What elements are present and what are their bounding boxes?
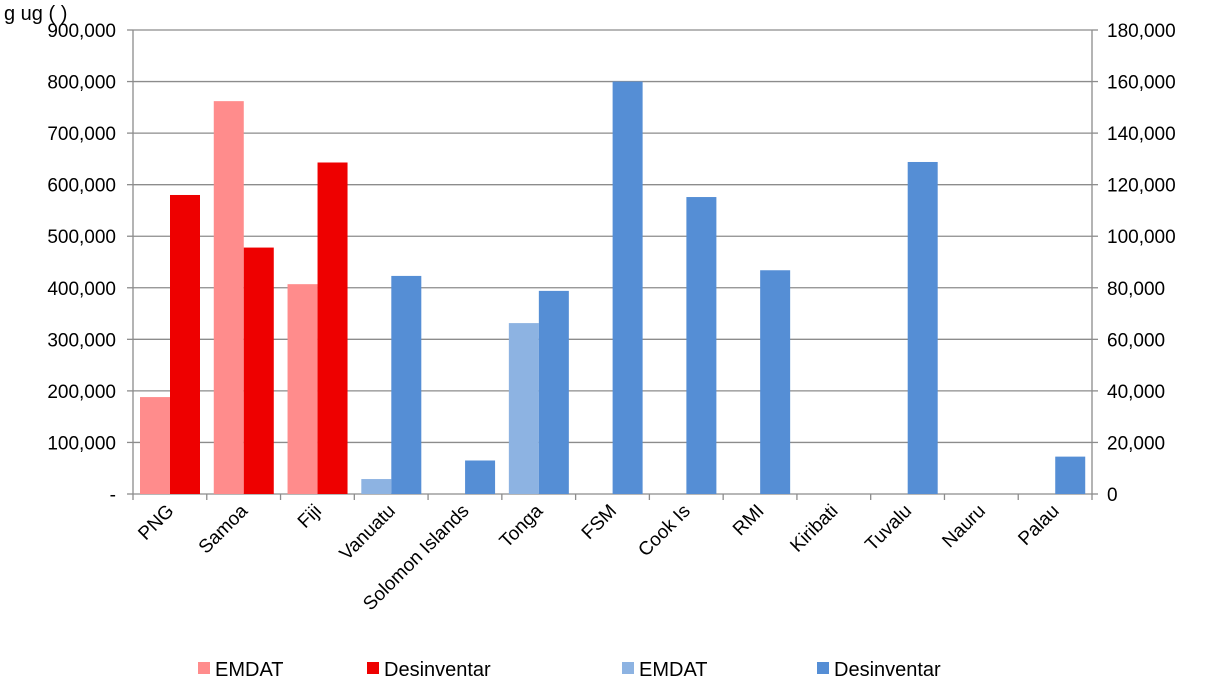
left-tick-label: 900,000 [47,21,116,42]
bar-vanuatu-emdat-right [361,479,392,494]
bars [140,81,1086,495]
bar-fsm-desinventar-right [612,81,643,495]
category-label: Samoa [195,500,253,558]
right-tick-label: 80,000 [1107,279,1165,300]
legend-swatch [367,662,379,674]
bar-tonga-desinventar-right [538,290,569,494]
right-tick-label: 0 [1107,485,1118,506]
bar-cook-is-desinventar-right [686,197,717,495]
left-tick-label: 700,000 [47,124,116,145]
bar-tonga-emdat-right [508,323,539,494]
category-label: Kiribati [786,501,842,557]
chart-title-fragment: g ug ( ) [4,3,67,25]
bar-fiji-desinventar-left [317,162,348,494]
axes [127,29,1098,500]
left-tick-label: 600,000 [47,176,116,197]
right-tick-label: 60,000 [1107,330,1165,351]
category-label: Cook Is [634,501,694,561]
category-label: PNG [134,501,178,545]
bar-rmi-desinventar-right [760,270,791,494]
category-label: Palau [1014,501,1063,550]
gridlines [133,29,1092,495]
legend-swatch [817,662,829,674]
legend-swatch [622,662,634,674]
right-tick-label: 40,000 [1107,382,1165,403]
left-tick-label: 100,000 [47,433,116,454]
bar-tuvalu-desinventar-right [907,161,938,494]
bar-vanuatu-desinventar-right [391,275,422,494]
category-label: RMI [729,501,768,540]
legend-swatch [198,662,210,674]
left-tick-label: 500,000 [47,227,116,248]
legend-label: EMDAT [639,659,708,679]
bar-samoa-desinventar-left [243,247,274,494]
right-tick-label: 100,000 [1107,227,1176,248]
left-tick-label: - [110,485,116,506]
right-tick-label: 120,000 [1107,176,1176,197]
legend-label: Desinventar [384,659,491,679]
right-axis-ticks: 0 20,000 40,000 60,000 80,000 100,000 120,000 1… [1107,21,1176,506]
left-axis-ticks: - 100,000 200,000 300,000 400,000 500,000 600,… [47,21,116,506]
right-tick-label: 160,000 [1107,73,1176,94]
category-label: Nauru [938,501,989,552]
bar-png-desinventar-left [170,194,200,494]
left-tick-label: 400,000 [47,279,116,300]
bar-palau-desinventar-right [1055,456,1086,494]
category-label: Fiji [294,501,326,533]
left-tick-label: 300,000 [47,330,116,351]
category-label: Tonga [496,500,548,552]
category-label: Vanuatu [336,501,400,565]
right-tick-label: 140,000 [1107,124,1176,145]
bar-png-emdat-left [140,397,170,494]
bar-solomon-islands-desinventar-right [465,460,496,494]
left-tick-label: 200,000 [47,382,116,403]
bar-fiji-emdat-left [287,284,318,494]
bar-samoa-emdat-left [213,101,244,494]
left-tick-label: 800,000 [47,73,116,94]
legend-label: Desinventar [834,659,941,679]
category-label: Tuvalu [861,501,916,556]
right-tick-label: 180,000 [1107,21,1176,42]
legend: EMDAT Desinventar EMDAT Desinventar [198,659,941,679]
category-label: FSM [578,501,621,544]
right-tick-label: 20,000 [1107,433,1165,454]
legend-label: EMDAT [215,659,284,679]
